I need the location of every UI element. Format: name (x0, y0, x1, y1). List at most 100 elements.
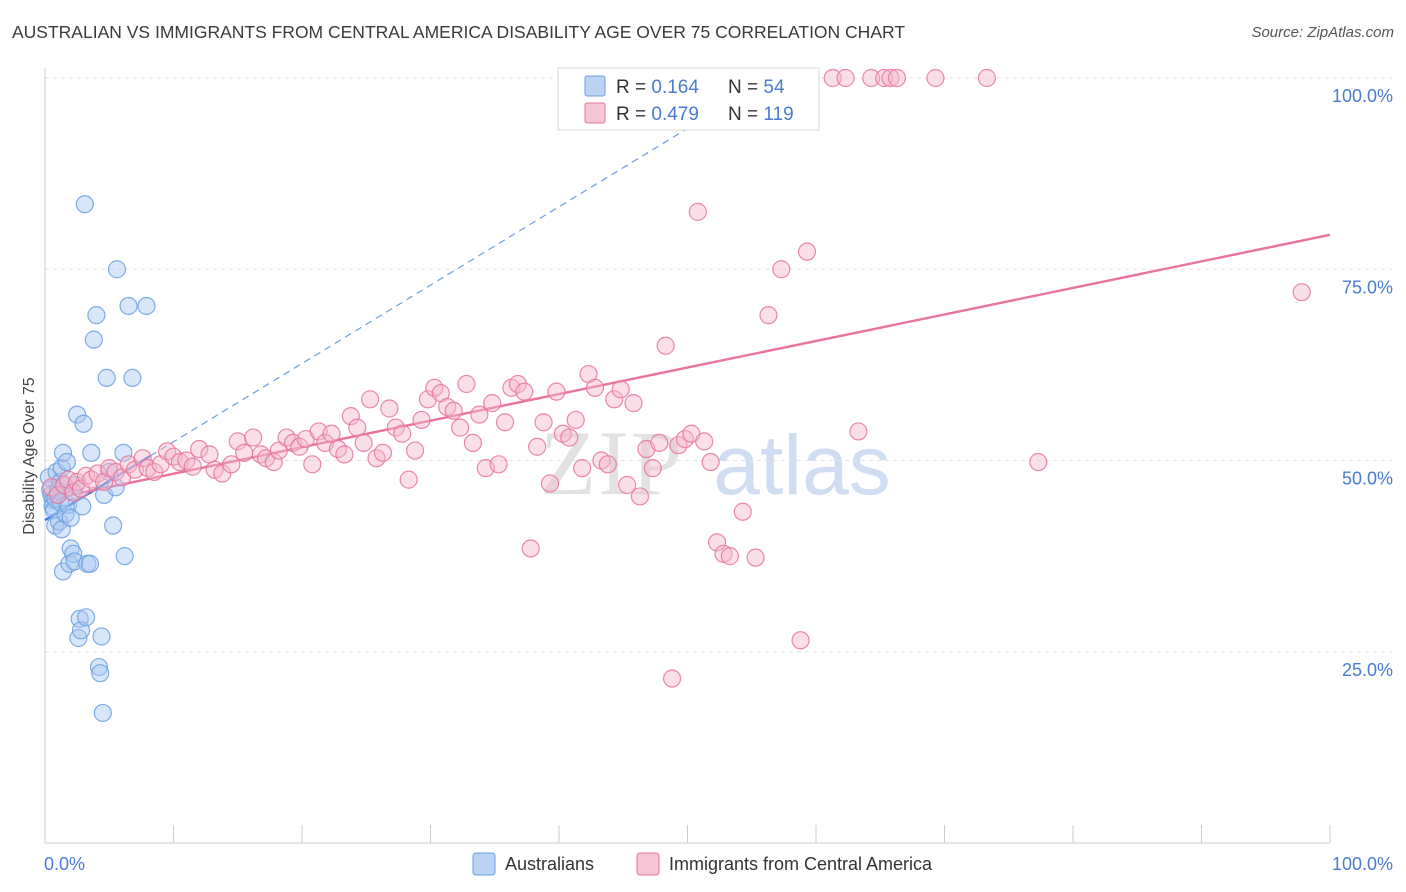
series-legend-swatch-australians (472, 852, 496, 876)
point-immigrants-81 (560, 428, 579, 447)
point-immigrants-96 (656, 336, 675, 355)
svg-text:R = 0.164: R = 0.164 (616, 77, 699, 98)
point-immigrants-122 (977, 68, 997, 88)
point-immigrants-92 (630, 487, 650, 506)
legend-r-value-1: 0.164 (651, 77, 699, 98)
point-immigrants-65 (457, 374, 476, 394)
legend-r-label-2: R = (616, 104, 651, 125)
y-tick-label-3: 100.0% (1332, 86, 1393, 106)
point-immigrants-83 (573, 459, 592, 478)
point-immigrants-75 (521, 539, 540, 558)
point-australians-48 (104, 516, 123, 535)
axes (44, 68, 1331, 844)
point-immigrants-104 (707, 533, 727, 552)
series-legend-label-australians: Australians (505, 854, 594, 874)
point-immigrants-112 (791, 631, 810, 650)
point-immigrants-88 (605, 390, 624, 409)
point-immigrants-55 (393, 424, 412, 443)
point-australians-52 (115, 547, 134, 566)
series-legend-swatch-immigrants (636, 852, 660, 876)
point-immigrants-94 (643, 459, 662, 478)
point-immigrants-76 (528, 437, 547, 456)
point-immigrants-10 (95, 472, 114, 492)
point-immigrants-91 (624, 394, 643, 413)
x-tick-label-1: 100.0% (1332, 854, 1393, 874)
point-australians-33 (74, 414, 93, 433)
point-immigrants-63 (444, 401, 463, 420)
point-australians-28 (68, 405, 87, 424)
point-immigrants-101 (688, 202, 707, 221)
point-immigrants-78 (540, 474, 560, 493)
point-australians-35 (77, 608, 96, 627)
series-legend-label-immigrants: Immigrants from Central America (669, 854, 933, 874)
point-immigrants-69 (483, 394, 502, 413)
y-tick-label-2: 75.0% (1342, 277, 1393, 297)
point-immigrants-71 (495, 413, 515, 432)
grid-lines (45, 77, 1392, 653)
svg-text:N = 119: N = 119 (728, 104, 794, 125)
tick-labels: 25.0% 50.0% 75.0% 100.0% 0.0% 100.0% (44, 86, 1393, 874)
point-immigrants-64 (450, 418, 470, 437)
point-immigrants-58 (412, 410, 431, 430)
watermark-atlas: atlas (713, 418, 890, 512)
point-australians-53 (119, 296, 138, 316)
point-immigrants-31 (235, 443, 254, 462)
point-immigrants-74 (515, 382, 534, 401)
source-label: Source: ZipAtlas.com (1251, 24, 1394, 41)
point-immigrants-87 (598, 455, 617, 474)
point-immigrants-102 (695, 432, 714, 451)
legend-n-label-1: N = (728, 77, 763, 98)
point-immigrants-70 (489, 455, 508, 474)
point-immigrants-52 (373, 443, 393, 462)
point-immigrants-85 (585, 378, 605, 397)
point-immigrants-30 (228, 432, 247, 451)
point-immigrants-16 (133, 449, 152, 468)
point-australians-37 (80, 554, 100, 573)
legend-n-label-2: N = (728, 104, 763, 125)
point-australians-42 (91, 664, 110, 683)
point-immigrants-50 (361, 390, 380, 409)
point-immigrants-77 (534, 413, 553, 432)
point-immigrants-106 (720, 547, 740, 566)
point-australians-43 (92, 627, 111, 646)
point-immigrants-32 (244, 428, 263, 447)
point-immigrants-29 (222, 455, 241, 474)
point-immigrants-89 (611, 380, 630, 399)
point-immigrants-107 (733, 502, 752, 521)
point-australians-30 (70, 609, 89, 628)
point-australians-39 (84, 330, 103, 349)
point-immigrants-113 (797, 242, 817, 261)
point-australians-16 (53, 443, 73, 462)
point-immigrants-120 (887, 68, 907, 88)
point-immigrants-103 (701, 452, 720, 472)
point-immigrants-114 (823, 68, 842, 88)
y-tick-label-1: 50.0% (1342, 469, 1393, 489)
point-australians-23 (61, 508, 80, 527)
point-immigrants-41 (303, 455, 322, 474)
point-australians-55 (137, 296, 156, 316)
point-immigrants-26 (200, 445, 219, 464)
point-immigrants-57 (405, 441, 425, 460)
point-immigrants-116 (849, 422, 868, 441)
point-immigrants-123 (1029, 452, 1048, 472)
point-australians-41 (89, 657, 109, 677)
point-immigrants-1 (48, 485, 67, 505)
chart-title: AUSTRALIAN VS IMMIGRANTS FROM CENTRAL AM… (12, 22, 906, 42)
point-australians-19 (57, 452, 76, 472)
point-immigrants-95 (650, 433, 669, 453)
point-immigrants-46 (335, 445, 354, 464)
point-immigrants-124 (1292, 283, 1311, 302)
svg-text:N = 54: N = 54 (728, 77, 785, 98)
svg-text:R = 0.479: R = 0.479 (616, 104, 699, 125)
data-points (39, 68, 1311, 723)
point-australians-49 (106, 478, 125, 497)
legend-r-value-2: 0.479 (651, 104, 699, 125)
y-axis-label: Disability Age Over 75 (21, 377, 38, 535)
point-immigrants-108 (746, 548, 765, 567)
point-australians-44 (93, 703, 112, 723)
point-immigrants-24 (183, 457, 202, 476)
point-immigrants-97 (662, 669, 682, 688)
legend-swatch-australians (584, 75, 606, 97)
point-immigrants-35 (264, 452, 283, 472)
